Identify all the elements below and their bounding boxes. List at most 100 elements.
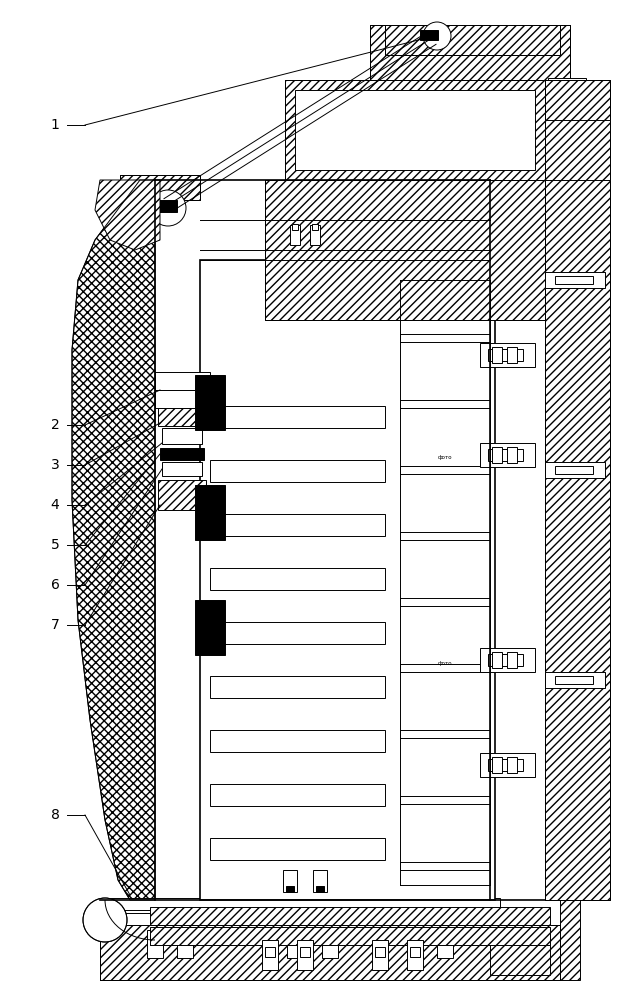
Bar [370,25,570,80]
Text: 2: 2 [51,418,59,432]
Bar [492,447,502,463]
Bar [100,925,560,980]
Bar [507,652,517,668]
Bar [290,937,300,945]
Bar [400,730,490,738]
Bar [210,676,385,698]
Bar [310,225,320,245]
Bar [155,390,210,408]
Bar [440,937,450,945]
Bar [210,730,385,752]
Bar [286,886,294,892]
Bar [490,160,560,980]
Bar [507,757,517,773]
Bar [262,940,278,970]
Bar [286,249,294,255]
Bar [400,334,490,342]
Bar [407,940,423,970]
Bar [120,175,200,200]
Bar [195,375,225,430]
Bar [295,90,535,170]
Bar [265,180,555,320]
Bar [283,250,297,272]
Bar [265,947,275,957]
Bar [545,80,590,100]
Bar [313,250,327,272]
Bar [210,838,385,860]
Text: 6: 6 [51,578,59,592]
Bar [545,80,610,900]
Bar [488,654,523,666]
Bar [552,89,562,107]
Bar [162,428,202,444]
Bar [147,930,163,958]
Bar [492,347,502,363]
Bar [322,930,338,958]
Bar [480,258,535,282]
Bar [555,466,593,474]
Bar [375,947,385,957]
Bar [545,462,605,478]
Bar [507,347,517,363]
Bar [400,862,490,870]
Bar [555,276,593,284]
Bar [100,913,500,925]
Bar [507,447,517,463]
Bar [488,264,523,276]
Bar [313,870,327,892]
Bar [177,930,193,958]
Bar [410,937,420,945]
Bar [210,514,385,536]
Bar [480,443,535,467]
Bar [210,568,385,590]
Bar [265,180,555,320]
Bar [285,80,555,180]
Bar [210,406,385,428]
Bar [545,80,610,900]
Bar [488,759,523,771]
Polygon shape [72,180,155,900]
Bar [200,260,495,900]
Bar [400,664,490,672]
Bar [155,200,177,212]
Text: фото: фото [438,454,452,460]
Bar [287,930,303,958]
Bar [300,947,310,957]
Text: 4: 4 [51,498,59,512]
Bar [290,225,300,245]
Text: фото: фото [438,662,452,666]
Bar [162,462,202,476]
Bar [150,907,550,925]
Text: 1: 1 [51,118,59,132]
Circle shape [83,898,127,942]
Bar [160,448,204,460]
Bar [490,935,550,975]
Bar [150,927,550,945]
Text: 5: 5 [51,538,59,552]
Bar [437,930,453,958]
Text: 8: 8 [51,808,59,822]
Bar [420,30,438,40]
Text: 7: 7 [51,618,59,632]
Bar [410,947,420,957]
Bar [312,224,318,230]
Bar [480,753,535,777]
Bar [400,796,490,804]
Bar [545,120,610,180]
Circle shape [150,190,186,226]
Bar [480,343,535,367]
Bar [285,80,555,180]
Bar [297,940,313,970]
Bar [100,898,500,910]
Bar [155,372,210,390]
Bar [325,937,335,945]
Bar [210,784,385,806]
Bar [545,272,605,288]
Bar [490,160,580,980]
Bar [488,449,523,461]
Bar [372,940,388,970]
Bar [292,224,298,230]
Bar [100,925,560,980]
Bar [150,937,160,945]
Polygon shape [95,180,160,250]
